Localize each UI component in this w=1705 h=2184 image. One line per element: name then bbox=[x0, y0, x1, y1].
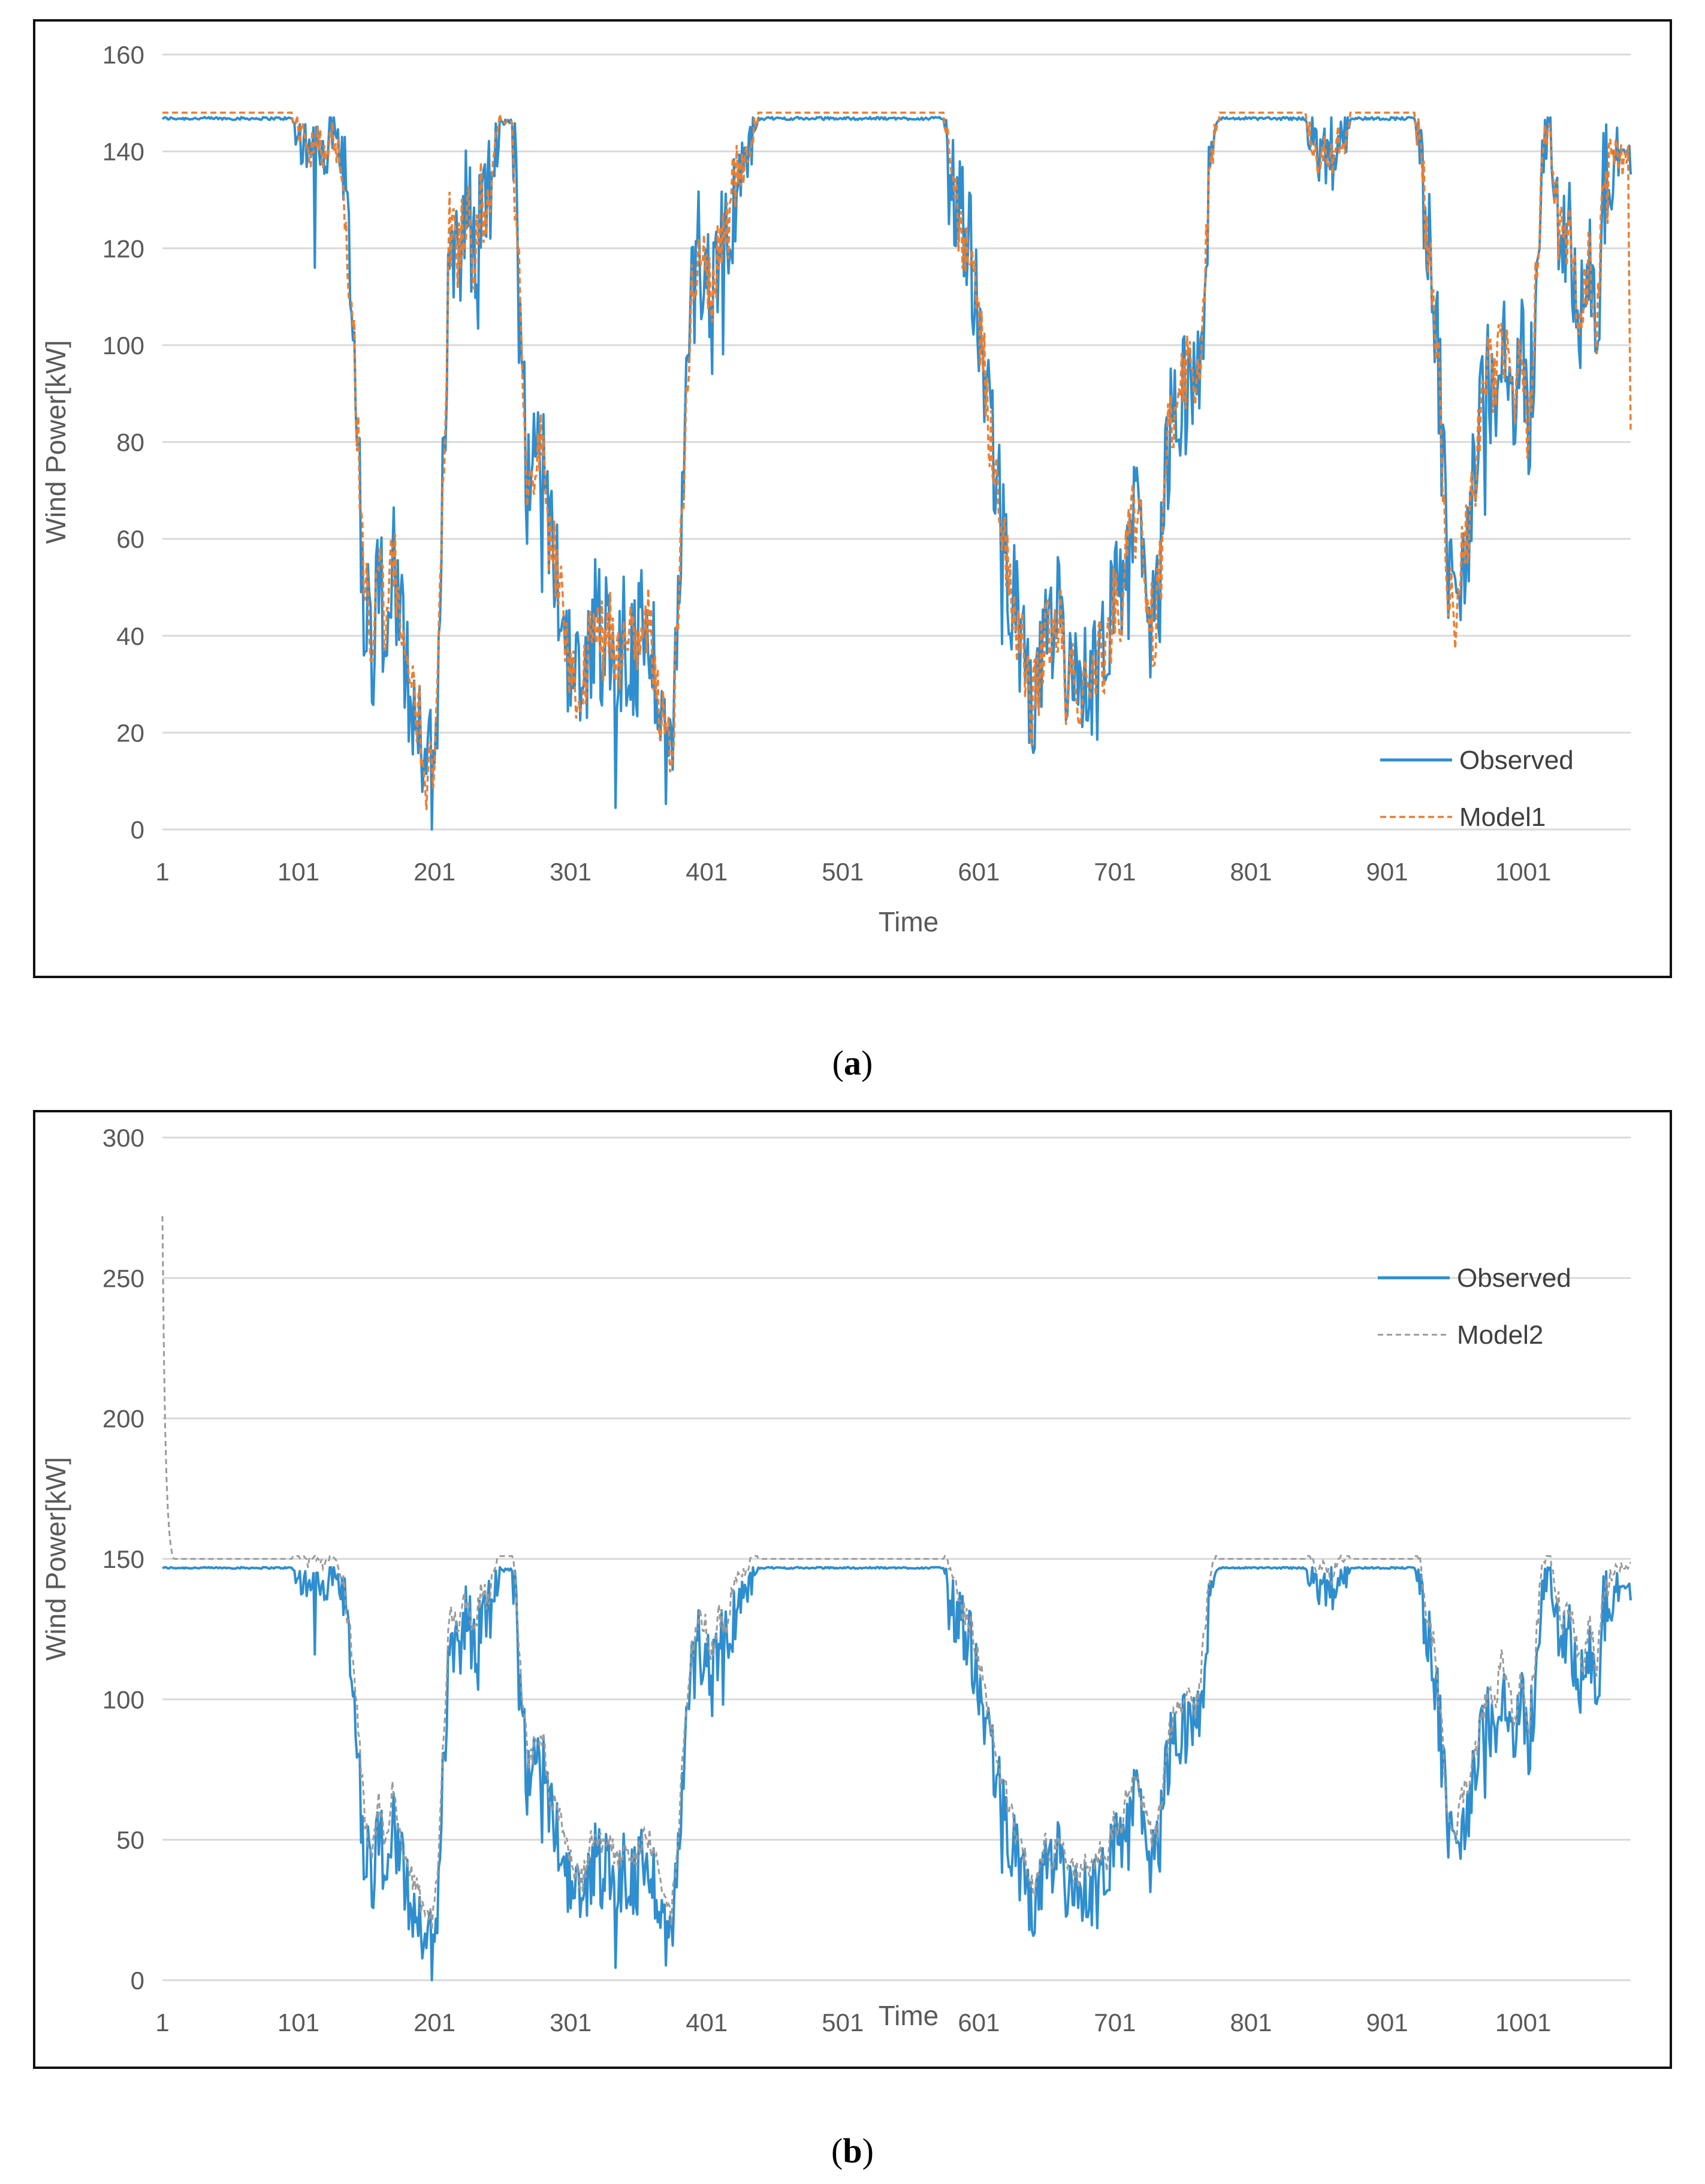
chart-a-series-model1 bbox=[162, 111, 1632, 810]
chart-b-y-axis-title: Wind Power[kW] bbox=[40, 1457, 71, 1661]
chart-b-series-observed bbox=[162, 1565, 1632, 1981]
chart-a-y-axis-title: Wind Power[kW] bbox=[40, 340, 71, 544]
chart-a-y-tick-label: 140 bbox=[102, 138, 144, 166]
chart-b-svg: 0 50 100 150 200 250 300 1 101 201 301 401 501 601 701… bbox=[40, 1124, 1632, 2037]
chart-panel-a: 0 20 40 60 80 100 120 140 160 1 101 201 301 401 501 601… bbox=[33, 19, 1672, 978]
chart-a-x-tick-label: 601 bbox=[958, 858, 1000, 886]
chart-b-y-tick-label: 300 bbox=[102, 1124, 144, 1152]
caption-a: (a) bbox=[832, 1043, 873, 1082]
chart-a-x-tick-label: 901 bbox=[1366, 858, 1408, 886]
chart-a-y-tick-label: 160 bbox=[102, 41, 144, 69]
chart-b-x-tick-label: 901 bbox=[1366, 2008, 1408, 2037]
chart-panel-b: 0 50 100 150 200 250 300 1 101 201 301 401 501 601 701… bbox=[33, 1110, 1672, 2069]
chart-a-x-tick-label: 301 bbox=[550, 858, 592, 886]
chart-b-x-tick-label: 1 bbox=[155, 2008, 169, 2037]
chart-b-x-axis-title: Time bbox=[879, 2000, 939, 2031]
chart-a-x-tick-label: 1001 bbox=[1495, 858, 1551, 886]
chart-b-y-tick-label: 150 bbox=[102, 1545, 144, 1573]
chart-a-x-tick-label: 701 bbox=[1094, 858, 1136, 886]
chart-b-series-model2 bbox=[161, 1216, 1632, 1930]
chart-b-y-tick-label: 250 bbox=[102, 1264, 144, 1292]
chart-b-x-tick-label: 101 bbox=[277, 2008, 319, 2037]
chart-b-x-tick-label: 1001 bbox=[1495, 2008, 1551, 2037]
chart-b-y-tick-label: 100 bbox=[102, 1685, 144, 1714]
chart-a-x-tick-label: 1 bbox=[155, 858, 169, 886]
chart-b-legend-observed-label: Observed bbox=[1457, 1263, 1571, 1293]
chart-a-x-tick-label: 401 bbox=[686, 858, 728, 886]
chart-a-x-axis-title: Time bbox=[879, 906, 939, 937]
chart-a-y-tick-label: 60 bbox=[116, 525, 144, 553]
chart-b-x-tick-label: 601 bbox=[958, 2008, 1000, 2037]
chart-b-x-tick-label: 701 bbox=[1094, 2008, 1136, 2037]
chart-a-x-tick-label: 201 bbox=[414, 858, 455, 886]
chart-a-legend-model-label: Model1 bbox=[1459, 803, 1546, 832]
chart-a-series-observed bbox=[161, 116, 1632, 831]
chart-a-y-tick-label: 100 bbox=[102, 331, 144, 360]
chart-a-y-tick-label: 80 bbox=[116, 429, 144, 457]
chart-a-y-tick-label: 0 bbox=[131, 816, 144, 844]
chart-b-x-tick-label: 301 bbox=[550, 2008, 592, 2037]
chart-a-x-tick-label: 801 bbox=[1230, 858, 1272, 886]
chart-b-y-tick-label: 0 bbox=[131, 1966, 144, 1995]
chart-b-y-tick-label: 50 bbox=[116, 1826, 144, 1854]
chart-b-x-tick-label: 501 bbox=[822, 2008, 864, 2037]
chart-b-x-tick-label: 801 bbox=[1230, 2008, 1272, 2037]
chart-b-x-tick-label: 401 bbox=[686, 2008, 728, 2037]
chart-a-x-tick-label: 501 bbox=[822, 858, 864, 886]
caption-b: (b) bbox=[831, 2131, 874, 2170]
chart-a-y-tick-label: 20 bbox=[116, 719, 144, 747]
chart-a-legend-observed-label: Observed bbox=[1459, 746, 1574, 775]
chart-b-legend-model-label: Model2 bbox=[1457, 1320, 1543, 1350]
caption-b-letter: b bbox=[843, 2131, 862, 2170]
chart-a-y-tick-label: 40 bbox=[116, 622, 144, 650]
caption-a-letter: a bbox=[844, 1043, 861, 1082]
chart-a-y-tick-label: 120 bbox=[102, 234, 144, 263]
chart-b-x-tick-label: 201 bbox=[414, 2008, 455, 2037]
chart-a-svg: 0 20 40 60 80 100 120 140 160 1 101 201 301 401 501 601… bbox=[40, 41, 1632, 937]
chart-a-x-tick-label: 101 bbox=[277, 858, 319, 886]
chart-b-y-tick-label: 200 bbox=[102, 1405, 144, 1433]
